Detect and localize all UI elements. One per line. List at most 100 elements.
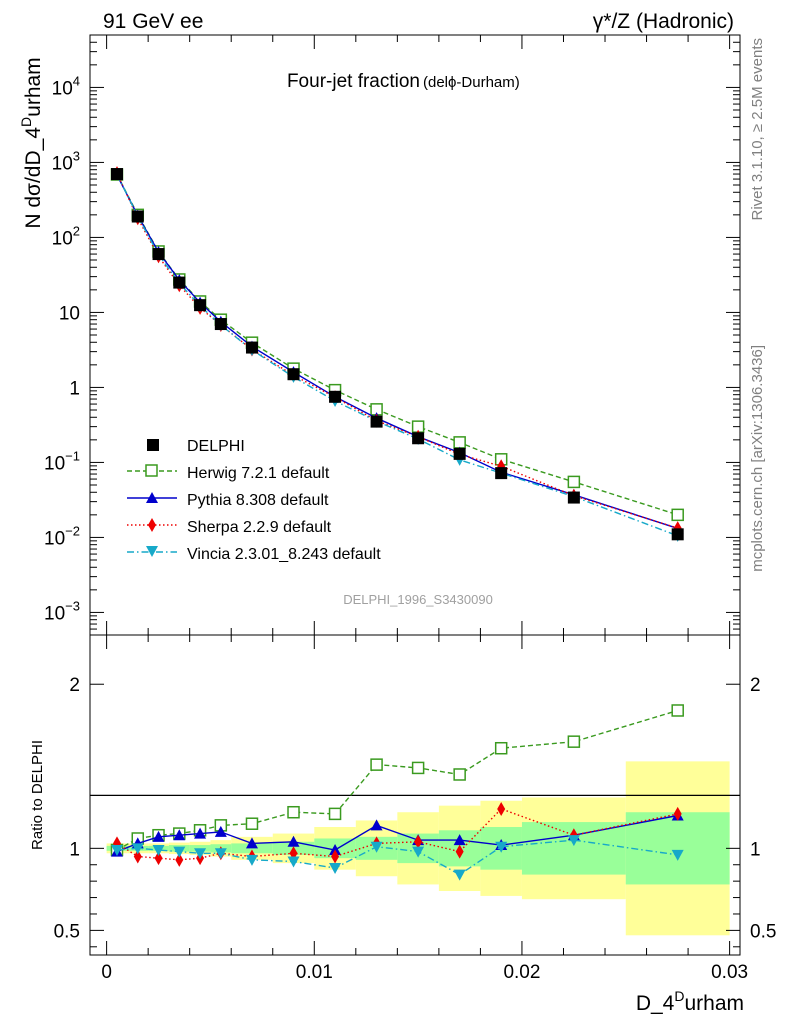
- x-tick-label: 0.01: [296, 962, 333, 983]
- ratio-point-sherpa: [154, 851, 163, 866]
- point-delphi: [495, 467, 508, 480]
- main-y-tick-label: 10−3: [44, 598, 80, 624]
- point-delphi: [152, 248, 165, 261]
- ratio-point-pythia: [214, 825, 227, 837]
- ratio-point-sherpa: [455, 844, 464, 859]
- main-y-tick-labels: 10−3 10−2 10−1 1 10 102 103 104: [44, 73, 80, 624]
- point-delphi: [245, 341, 258, 354]
- header-left: 91 GeV ee: [103, 10, 203, 33]
- ratio-y-tick-label: 0.5: [54, 921, 80, 942]
- main-y-tick-label: 103: [52, 148, 80, 174]
- ratio-point-pythia: [194, 827, 207, 839]
- ratio-y-tick-label-right: 0.5: [750, 921, 776, 942]
- ratio-line-herwig: [116, 709, 678, 851]
- ratio-series: [110, 704, 684, 881]
- header-right: γ*/Z (Hadronic): [593, 10, 734, 33]
- point-delphi: [567, 491, 580, 504]
- ratio-point-vincia: [287, 856, 300, 868]
- point-herwig: [567, 475, 581, 489]
- ratio-panel: 0.5 0.5 1 1 2 2 0 0.01 0.02 0.03 Ratio to DELPHI…: [29, 634, 777, 1015]
- main-y-tick-label: 10: [59, 303, 80, 324]
- ratio-point-vincia: [152, 844, 165, 856]
- ratio-point-pythia: [173, 829, 186, 841]
- point-delphi: [370, 415, 383, 428]
- ratio-point-sherpa: [133, 849, 142, 864]
- ratio-y-axis-label: Ratio to DELPHI: [29, 740, 46, 850]
- delphi-data-points: [110, 168, 684, 541]
- ratio-point-pythia: [370, 819, 383, 831]
- ratio-frame: [89, 634, 741, 956]
- ratio-point-sherpa: [331, 849, 340, 864]
- point-delphi: [412, 432, 425, 445]
- chart-title-suffix: (delϕ-Durham): [423, 74, 520, 91]
- ratio-point-vincia: [110, 844, 123, 856]
- x-axis-label: D_4Durham: [636, 988, 744, 1015]
- legend-entry-pythia: Pythia 8.308 default: [187, 492, 329, 509]
- x-tick-labels: 0 0.01 0.02 0.03: [101, 962, 748, 983]
- main-y-tick-label: 1: [69, 378, 80, 399]
- point-delphi: [194, 299, 207, 312]
- point-delphi: [173, 276, 186, 289]
- main-y-tick-label: 10−1: [44, 448, 80, 474]
- legend-marker-sherpa: [148, 518, 156, 532]
- ratio-point-vincia: [194, 848, 207, 860]
- ratio-point-herwig: [328, 807, 342, 821]
- ratio-point-pythia: [152, 830, 165, 842]
- point-delphi: [131, 210, 144, 223]
- main-y-axis-label: N dσ/dD_4Durham: [18, 57, 45, 228]
- ratio-point-herwig: [370, 758, 383, 771]
- ratio-point-sherpa: [673, 806, 682, 821]
- uncertainty-band-inner: [625, 812, 730, 885]
- ratio-point-herwig: [453, 768, 466, 781]
- point-delphi: [329, 390, 342, 403]
- x-tick-label: 0: [101, 962, 112, 983]
- series-line-vincia: [116, 173, 678, 537]
- series-line-herwig: [116, 174, 678, 516]
- main-y-tick-label: 10−2: [44, 523, 80, 549]
- ratio-point-vincia: [567, 835, 580, 847]
- point-herwig: [453, 436, 466, 449]
- x-tick-label: 0.02: [503, 962, 540, 983]
- point-herwig: [671, 508, 684, 522]
- point-delphi: [671, 528, 684, 541]
- ratio-point-vincia: [671, 849, 684, 861]
- ratio-point-vincia: [214, 848, 227, 860]
- ratio-ticks: [90, 635, 740, 955]
- legend-entry-vincia: Vincia 2.3.01_8.243 default: [187, 546, 381, 563]
- chart-title: Four-jet fraction: [287, 71, 420, 92]
- legend-entry-herwig: Herwig 7.2.1 default: [187, 465, 330, 482]
- mcplots-label: mcplots.cern.ch [arXiv:1306.3436]: [749, 345, 766, 572]
- main-frame: [89, 34, 741, 636]
- ratio-point-herwig: [287, 805, 300, 819]
- ratio-point-vincia: [329, 863, 342, 875]
- legend-marker-delphi: [147, 439, 159, 451]
- ratio-point-sherpa: [175, 852, 184, 867]
- ratio-point-pythia: [329, 843, 342, 855]
- legend-marker-vincia: [146, 546, 158, 557]
- ratio-point-pythia: [245, 837, 258, 849]
- ratio-point-vincia: [495, 841, 508, 853]
- point-delphi: [287, 368, 300, 381]
- ratio-y-tick-label: 2: [69, 675, 80, 696]
- ratio-point-herwig: [245, 817, 259, 830]
- ratio-point-herwig: [567, 735, 581, 748]
- legend: DELPHI Herwig 7.2.1 default Pythia 8.308…: [127, 438, 381, 563]
- legend-marker-pythia: [146, 492, 158, 503]
- ratio-point-vincia: [453, 869, 466, 881]
- ratio-y-tick-labels: 0.5 0.5 1 1 2 2: [54, 675, 777, 942]
- ratio-point-herwig: [411, 761, 425, 775]
- point-delphi: [110, 168, 123, 181]
- ratio-point-pythia: [287, 835, 300, 847]
- ratio-y-tick-label: 1: [69, 839, 80, 860]
- ratio-y-tick-label-right: 1: [750, 839, 761, 860]
- ratio-point-pythia: [453, 834, 466, 846]
- ratio-point-sherpa: [497, 801, 506, 816]
- ratio-point-vincia: [131, 843, 144, 855]
- rivet-label: Rivet 3.1.10, ≥ 2.5M events: [749, 38, 766, 221]
- ratio-point-vincia: [245, 854, 258, 866]
- x-tick-label: 0.03: [711, 962, 748, 983]
- ratio-point-vincia: [412, 846, 425, 858]
- legend-entry-delphi: DELPHI: [187, 438, 245, 455]
- series-line-sherpa: [116, 172, 678, 529]
